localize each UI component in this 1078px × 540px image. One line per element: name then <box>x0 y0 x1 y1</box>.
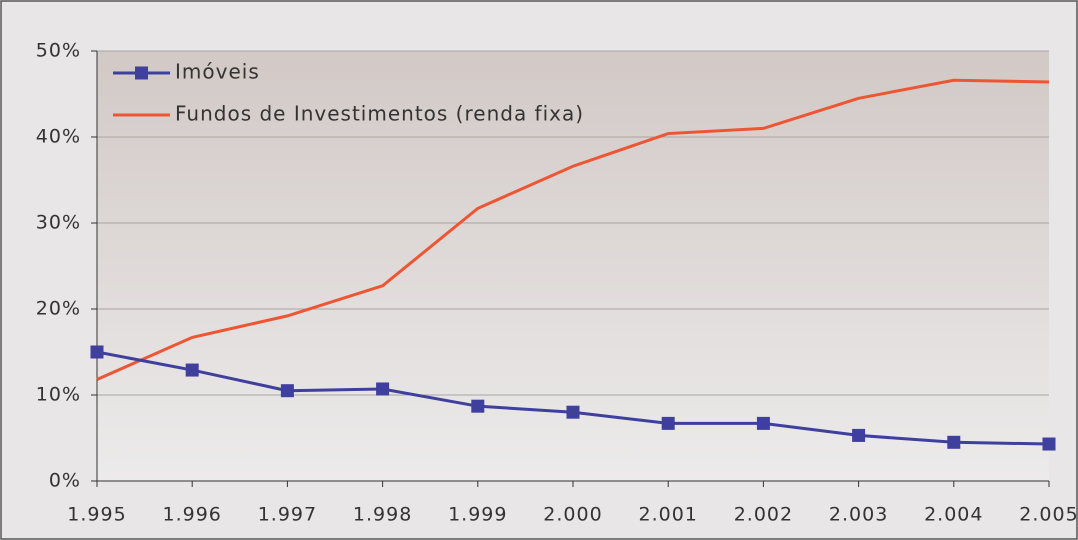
x-tick-label: 1.997 <box>258 504 317 526</box>
marker <box>1042 437 1056 451</box>
marker <box>376 382 390 396</box>
x-tick-label: 2.005 <box>1019 504 1078 526</box>
x-tick-label: 1.996 <box>162 504 221 526</box>
y-tick-label: 30% <box>36 212 81 234</box>
marker <box>471 399 485 413</box>
marker <box>852 428 866 442</box>
marker <box>185 363 199 377</box>
x-tick-label: 2.002 <box>734 504 793 526</box>
marker <box>756 416 770 430</box>
marker <box>90 345 104 359</box>
x-tick-label: 2.000 <box>543 504 602 526</box>
y-tick-label: 0% <box>49 470 81 492</box>
x-tick-label: 2.001 <box>638 504 697 526</box>
y-tick-label: 20% <box>36 298 81 320</box>
x-tick-label: 1.995 <box>67 504 126 526</box>
marker <box>280 384 294 398</box>
marker <box>566 405 580 419</box>
legend-marker <box>135 66 148 80</box>
marker <box>947 435 961 449</box>
x-tick-label: 1.999 <box>448 504 507 526</box>
y-tick-label: 40% <box>36 126 81 148</box>
x-tick-label: 2.004 <box>924 504 983 526</box>
series-line <box>96 78 1050 381</box>
legend-label: Imóveis <box>175 60 260 84</box>
x-tick-label: 1.998 <box>353 504 412 526</box>
marker <box>661 416 675 430</box>
x-tick-label: 2.003 <box>829 504 888 526</box>
legend-label: Fundos de Investimentos (renda fixa) <box>175 102 584 126</box>
y-tick-label: 10% <box>36 384 81 406</box>
y-tick-label: 50% <box>36 40 81 62</box>
